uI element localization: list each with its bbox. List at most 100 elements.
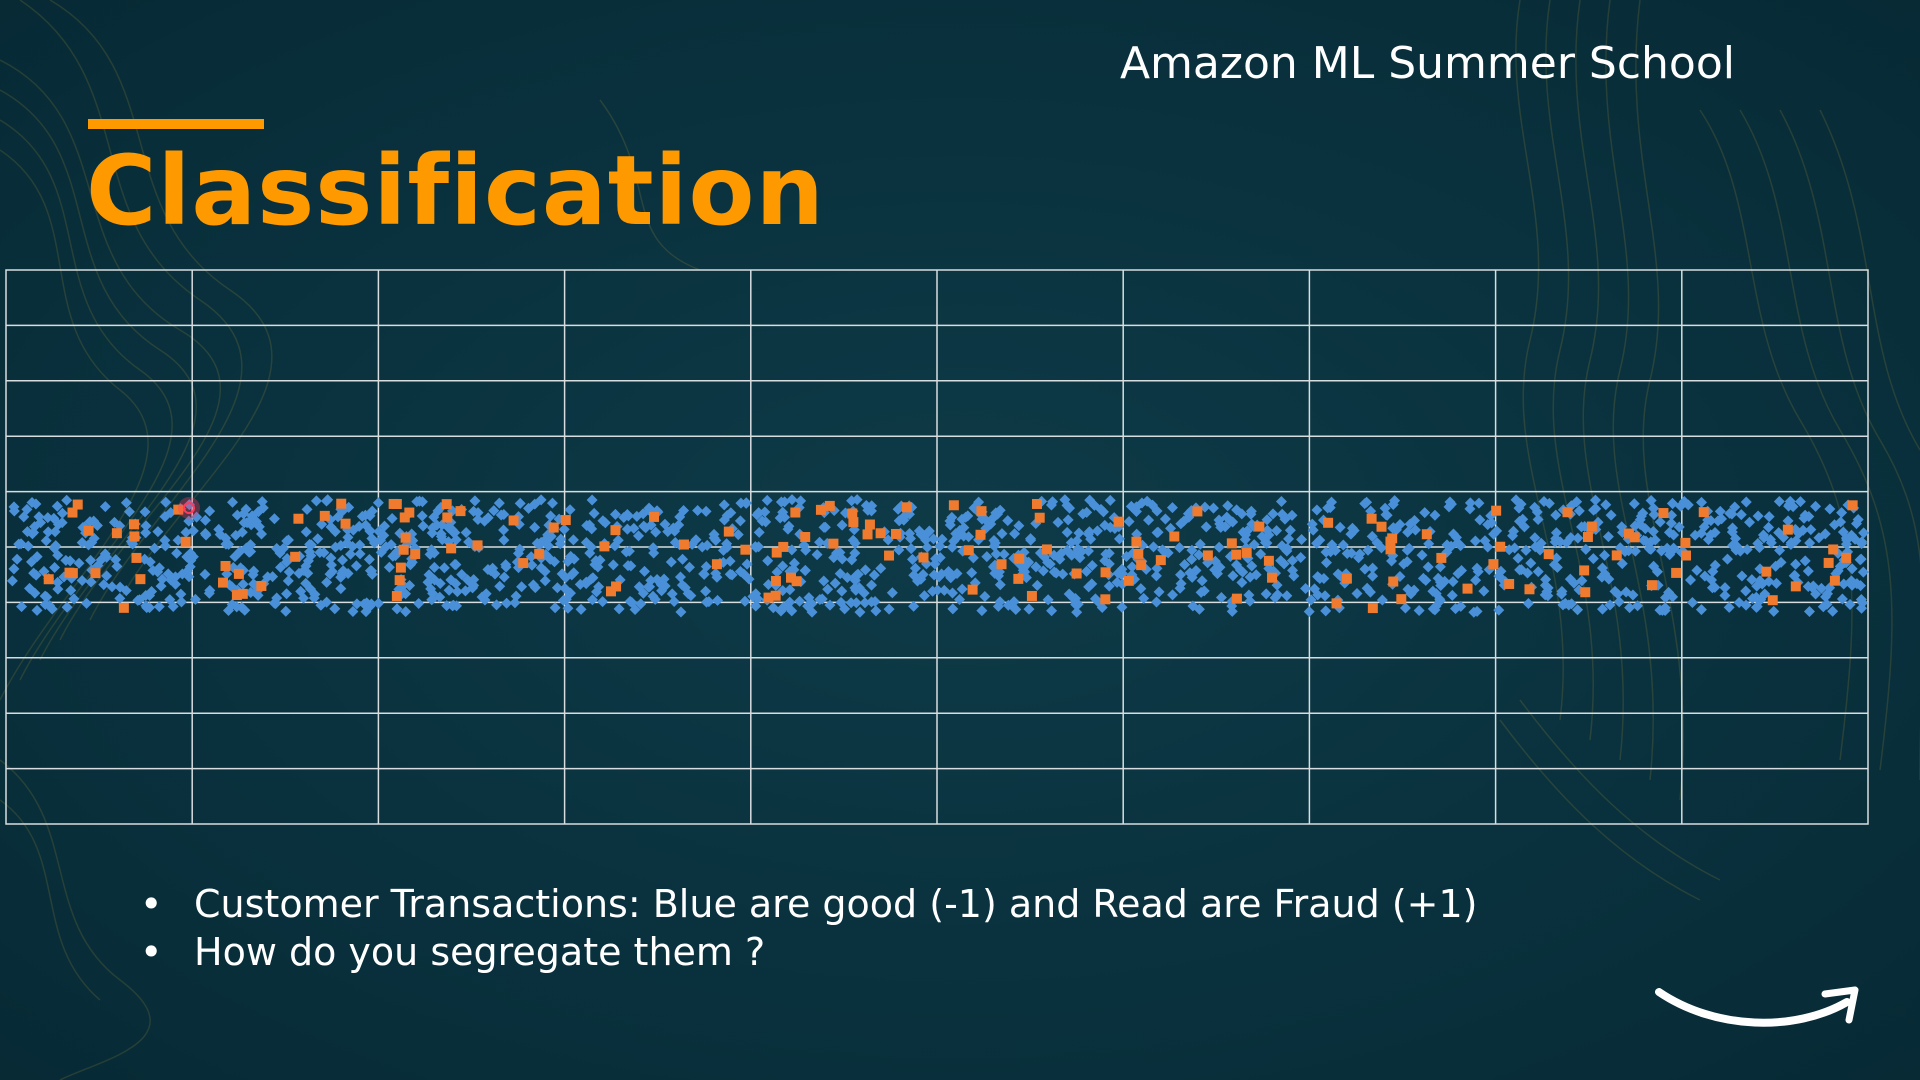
good-transaction-point — [549, 602, 561, 614]
fraud-transaction-point — [400, 532, 411, 543]
good-transaction-point — [1348, 524, 1360, 536]
fraud-transaction-point — [1829, 575, 1840, 586]
good-transaction-point — [304, 546, 316, 558]
good-transaction-point — [162, 568, 174, 580]
good-transaction-point — [1559, 597, 1571, 609]
good-transaction-point — [282, 534, 294, 546]
fraud-transaction-point — [72, 499, 83, 510]
good-transaction-point — [30, 569, 42, 581]
good-transaction-point — [366, 532, 378, 544]
fraud-transaction-point — [1562, 507, 1573, 518]
good-transaction-point — [1773, 495, 1785, 507]
good-transaction-point — [282, 575, 294, 587]
fraud-transaction-point — [64, 567, 75, 578]
good-transaction-point — [639, 565, 651, 577]
good-transaction-point — [435, 528, 447, 540]
good-transaction-point — [316, 518, 328, 530]
good-transaction-point — [631, 510, 643, 522]
good-transaction-point — [1802, 565, 1814, 577]
good-transaction-point — [1691, 564, 1703, 576]
good-transaction-point — [1803, 605, 1815, 617]
good-transaction-point — [1790, 535, 1802, 547]
good-transaction-point — [1768, 605, 1780, 617]
good-transaction-point — [1455, 600, 1467, 612]
good-transaction-point — [633, 530, 645, 542]
good-transaction-point — [529, 521, 541, 533]
good-transaction-point — [525, 551, 537, 563]
good-transaction-point — [1361, 496, 1373, 508]
good-transaction-point — [321, 495, 333, 507]
good-transaction-point — [141, 602, 153, 614]
good-transaction-point — [814, 536, 826, 548]
good-transaction-point — [1276, 508, 1288, 520]
good-transaction-point — [1009, 528, 1021, 540]
good-transaction-point — [1799, 509, 1811, 521]
good-transaction-point — [152, 526, 164, 538]
slide-title: Classification — [86, 135, 825, 247]
fraud-transaction-point — [1623, 528, 1634, 539]
good-transaction-point — [1366, 530, 1378, 542]
good-transaction-point — [6, 575, 18, 587]
good-transaction-point — [1136, 497, 1148, 509]
good-transaction-point — [46, 603, 58, 615]
cursor-glow — [178, 497, 200, 519]
good-transaction-point — [622, 560, 634, 572]
fraud-transaction-point — [1041, 544, 1052, 555]
good-transaction-point — [1276, 540, 1288, 552]
good-transaction-point — [794, 595, 806, 607]
good-transaction-point — [498, 571, 510, 583]
good-transaction-point — [818, 575, 830, 587]
good-transaction-point — [1550, 509, 1562, 521]
good-transaction-point — [1123, 516, 1135, 528]
good-transaction-point — [1832, 565, 1844, 577]
good-transaction-point — [39, 590, 51, 602]
good-transaction-point — [1151, 596, 1163, 608]
good-transaction-point — [739, 595, 751, 607]
good-transaction-point — [1589, 494, 1601, 506]
fraud-transaction-point — [1767, 595, 1778, 606]
good-transaction-point — [204, 584, 216, 596]
good-transaction-point — [546, 497, 558, 509]
good-transaction-point — [152, 566, 164, 578]
good-transaction-point — [557, 594, 569, 606]
good-transaction-point — [1196, 575, 1208, 587]
fraud-transaction-point — [1226, 538, 1237, 549]
good-transaction-point — [923, 525, 935, 537]
good-transaction-point — [1062, 514, 1074, 526]
good-transaction-point — [1620, 586, 1632, 598]
good-transaction-point — [314, 547, 326, 559]
good-transaction-point — [18, 511, 30, 523]
good-transaction-point — [73, 557, 85, 569]
good-transaction-point — [164, 594, 176, 606]
good-transaction-point — [947, 587, 959, 599]
fraud-transaction-point — [875, 528, 886, 539]
fraud-transaction-point — [1586, 521, 1597, 532]
good-transaction-point — [1002, 515, 1014, 527]
good-transaction-point — [149, 542, 161, 554]
good-transaction-point — [1488, 528, 1500, 540]
good-transaction-point — [240, 503, 252, 515]
good-transaction-point — [637, 587, 649, 599]
good-transaction-point — [239, 604, 251, 616]
good-transaction-point — [700, 585, 712, 597]
good-transaction-point — [293, 567, 305, 579]
good-transaction-point — [1186, 544, 1198, 556]
good-transaction-point — [1852, 513, 1864, 525]
good-transaction-point — [621, 523, 633, 535]
good-transaction-point — [539, 566, 551, 578]
fraud-transaction-point — [1611, 550, 1622, 561]
good-transaction-point — [391, 603, 403, 615]
good-transaction-point — [1447, 576, 1459, 588]
good-transaction-point — [859, 564, 871, 576]
good-transaction-point — [31, 551, 43, 563]
good-transaction-point — [1654, 516, 1666, 528]
good-transaction-point — [556, 568, 568, 580]
fraud-transaction-point — [446, 543, 457, 554]
good-transaction-point — [1320, 557, 1332, 569]
good-transaction-point — [692, 505, 704, 517]
good-transaction-point — [1174, 582, 1186, 594]
good-transaction-point — [1371, 537, 1383, 549]
good-transaction-point — [1267, 508, 1279, 520]
good-transaction-point — [1773, 527, 1785, 539]
fraud-transaction-point — [1388, 576, 1399, 587]
